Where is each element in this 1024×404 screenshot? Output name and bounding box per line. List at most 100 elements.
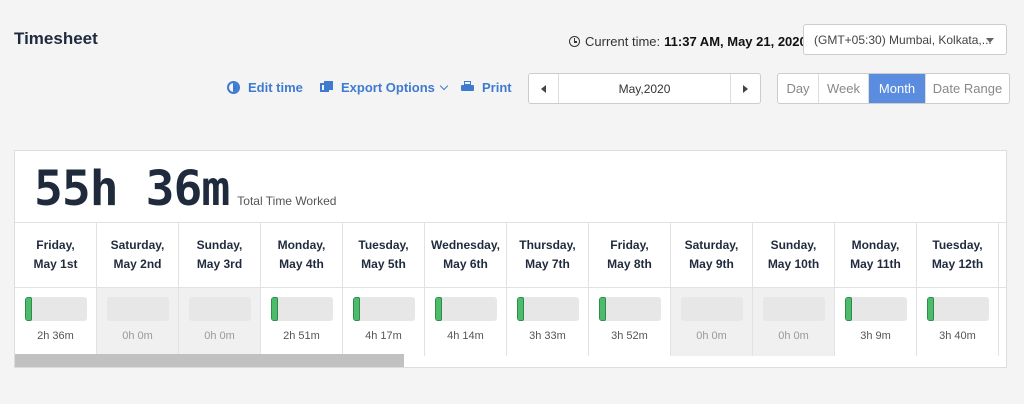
clock-icon <box>569 36 580 47</box>
day-date: May 8th <box>607 257 652 271</box>
day-column[interactable]: Wednesday, May 6th 4h 14m <box>425 223 507 356</box>
scrollbar-thumb[interactable] <box>15 354 404 367</box>
day-date: May 9th <box>689 257 734 271</box>
timezone-select[interactable]: (GMT+05:30) Mumbai, Kolkata,... <box>803 24 1007 55</box>
day-weekday: Saturday, <box>684 238 739 252</box>
day-time-bar <box>189 297 251 321</box>
day-column[interactable]: Thursday, May 7th 3h 33m <box>507 223 589 356</box>
day-hours: 3h 52m <box>611 330 648 342</box>
day-body: 3h 52m <box>589 288 670 356</box>
day-header: Wednesday, May 6th <box>425 223 506 288</box>
print-icon <box>461 81 474 94</box>
export-icon <box>320 81 333 94</box>
day-time-fill <box>435 297 442 321</box>
day-body: 0h 0m <box>179 288 260 356</box>
day-body: 3h 9m <box>835 288 916 356</box>
day-weekday: Sunday, <box>196 238 243 252</box>
pie-chart-icon <box>227 81 240 94</box>
day-column[interactable]: W <box>999 223 1006 356</box>
day-body: 3h 33m <box>507 288 588 356</box>
day-header: Sunday, May 3rd <box>179 223 260 288</box>
day-column[interactable]: Tuesday, May 5th 4h 17m <box>343 223 425 356</box>
day-column[interactable]: Monday, May 11th 3h 9m <box>835 223 917 356</box>
day-header: Friday, May 8th <box>589 223 670 288</box>
day-header: Sunday, May 10th <box>753 223 834 288</box>
day-date: May 4th <box>279 257 324 271</box>
day-header: Tuesday, May 12th <box>917 223 998 288</box>
view-day-button[interactable]: Day <box>778 74 819 103</box>
day-hours: 2h 36m <box>37 330 74 342</box>
view-date-range-button[interactable]: Date Range <box>932 81 1003 96</box>
day-hours: 3h 40m <box>939 330 976 342</box>
day-time-bar <box>681 297 743 321</box>
day-body: 2h 51m <box>261 288 342 356</box>
timezone-value: (GMT+05:30) Mumbai, Kolkata,... <box>814 32 992 47</box>
day-time-bar <box>25 297 87 321</box>
timesheet-card: 55h 36m Total Time Worked Friday, May 1st… <box>14 150 1007 368</box>
export-options-button[interactable]: Export Options <box>320 80 449 95</box>
edit-time-button[interactable]: Edit time <box>227 80 303 95</box>
total-summary: 55h 36m Total Time Worked <box>34 161 336 217</box>
day-body: 0h 0m <box>753 288 834 356</box>
day-header: Saturday, May 2nd <box>97 223 178 288</box>
day-date: May 12th <box>931 257 984 271</box>
horizontal-scrollbar[interactable] <box>15 354 1006 367</box>
days-row: Friday, May 1st 2h 36m Saturday, May 2nd 0h 0… <box>15 222 1006 356</box>
day-column[interactable]: Friday, May 8th 3h 52m <box>589 223 671 356</box>
day-column[interactable]: Sunday, May 10th 0h 0m <box>753 223 835 356</box>
day-weekday: Tuesday, <box>358 238 409 252</box>
day-weekday: Tuesday, <box>932 238 983 252</box>
day-date: May 11th <box>850 257 901 271</box>
day-hours: 4h 17m <box>365 330 402 342</box>
day-time-bar <box>517 297 579 321</box>
previous-month-button[interactable] <box>529 74 559 103</box>
day-column[interactable]: Sunday, May 3rd 0h 0m <box>179 223 261 356</box>
day-date: May 2nd <box>113 257 162 271</box>
date-navigator: May,2020 <box>528 73 761 104</box>
view-month-button[interactable]: Month <box>869 74 926 103</box>
day-hours: 0h 0m <box>204 330 235 342</box>
day-hours: 2h 51m <box>283 330 320 342</box>
arrow-right-icon <box>743 84 748 93</box>
print-button[interactable]: Print <box>461 80 512 95</box>
date-label[interactable]: May,2020 <box>618 81 671 96</box>
day-header: Tuesday, May 5th <box>343 223 424 288</box>
day-body: 4h 14m <box>425 288 506 356</box>
day-header: Friday, May 1st <box>15 223 96 288</box>
view-week-button[interactable]: Week <box>819 74 869 103</box>
day-header: Saturday, May 9th <box>671 223 752 288</box>
day-date: May 5th <box>361 257 406 271</box>
day-column[interactable]: Tuesday, May 12th 3h 40m <box>917 223 999 356</box>
day-weekday: Wednesday, <box>431 238 500 252</box>
arrow-left-icon <box>541 84 546 93</box>
day-column[interactable]: Friday, May 1st 2h 36m <box>15 223 97 356</box>
day-date: May 7th <box>525 257 570 271</box>
day-header: Monday, May 11th <box>835 223 916 288</box>
day-body: 0h 0m <box>671 288 752 356</box>
day-column[interactable]: Saturday, May 9th 0h 0m <box>671 223 753 356</box>
day-date: May 10th <box>767 257 820 271</box>
day-weekday: Sunday, <box>770 238 817 252</box>
day-header: W <box>999 223 1006 288</box>
next-month-button[interactable] <box>730 74 760 103</box>
day-weekday: Friday, <box>610 238 649 252</box>
day-body: 3h 40m <box>917 288 998 356</box>
day-body: 0h 0m <box>97 288 178 356</box>
day-time-bar <box>599 297 661 321</box>
day-hours: 0h 0m <box>696 330 727 342</box>
day-time-fill <box>927 297 934 321</box>
day-date: May 1st <box>33 257 78 271</box>
day-column[interactable]: Saturday, May 2nd 0h 0m <box>97 223 179 356</box>
current-time-label: Current time: <box>585 34 661 49</box>
page-title: Timesheet <box>14 29 98 48</box>
current-time: Current time: 11:37 AM, May 21, 2020 <box>569 34 807 49</box>
current-time-value: 11:37 AM, May 21, 2020 <box>664 34 807 49</box>
day-hours: 3h 9m <box>860 330 891 342</box>
day-date: May 6th <box>443 257 488 271</box>
day-header: Thursday, May 7th <box>507 223 588 288</box>
day-column[interactable]: Monday, May 4th 2h 51m <box>261 223 343 356</box>
day-time-bar <box>927 297 989 321</box>
day-weekday: Friday, <box>36 238 75 252</box>
day-time-bar <box>353 297 415 321</box>
chevron-down-icon <box>439 81 449 91</box>
